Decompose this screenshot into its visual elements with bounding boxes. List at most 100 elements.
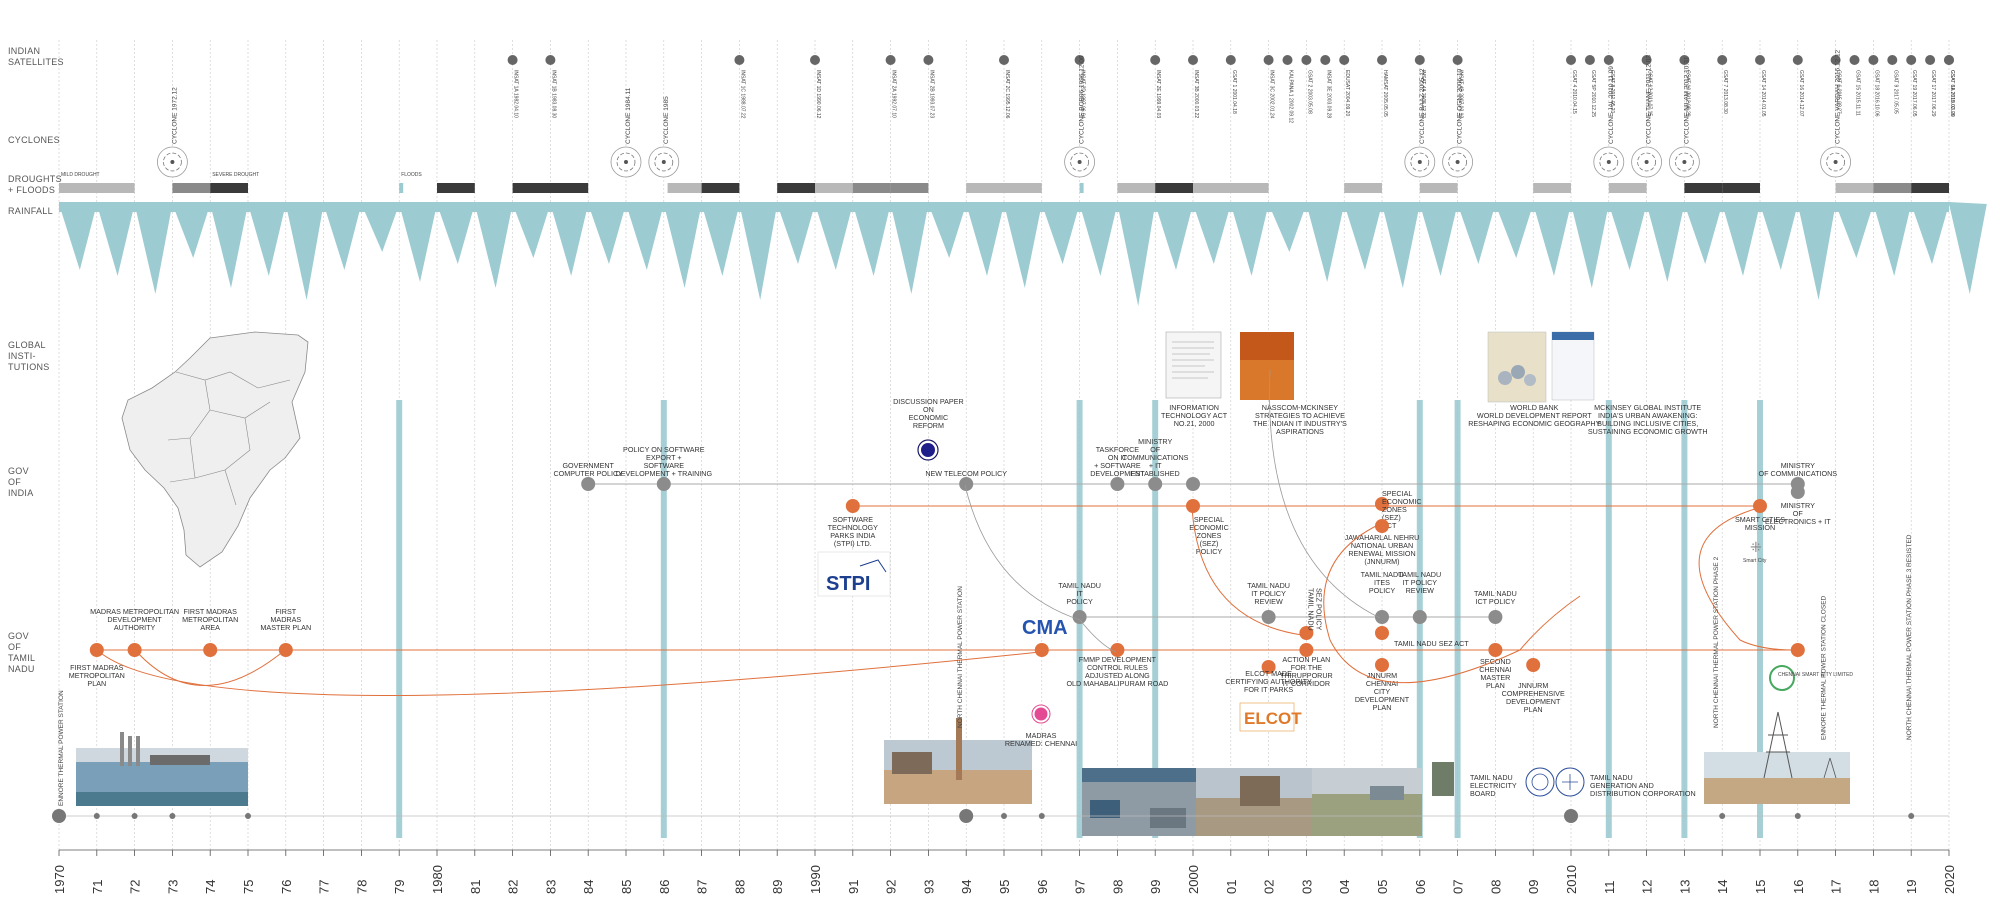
satellite-label: INSAT 2E 1999.04.03: [1155, 70, 1161, 118]
photo-north-chennai-chimney: [884, 718, 1032, 804]
drought-label: MILD DROUGHT: [61, 172, 100, 178]
satellite-dot: [810, 55, 820, 65]
global-item-line: TECHNOLOGY ACT: [1161, 411, 1228, 420]
gotn-event-label: TAMIL NADU: [1306, 588, 1315, 631]
goi-event-label-line: ZONES: [1382, 505, 1407, 514]
satellite-dot: [1301, 55, 1312, 65]
satellite-dot: [999, 55, 1009, 65]
gotn-event-label-line: IT CORRIDOR: [1283, 679, 1330, 688]
gotn-event-label-line: IT POLICY: [1402, 578, 1437, 587]
global-item-line: INDIA'S URBAN AWAKENING:: [1598, 411, 1697, 420]
goi-event-label-line: MINISTRY: [1781, 461, 1815, 470]
goi-event-label-line: MISSION: [1745, 523, 1775, 532]
economic-reform-icon: [917, 439, 939, 461]
gotn-event-dot: [1488, 643, 1503, 657]
cyclone-eye: [1417, 160, 1422, 164]
tangedco-label-line: DISTRIBUTION CORPORATION: [1590, 789, 1696, 798]
satellite-dot: [1849, 55, 1860, 65]
gotn-event-dot: [278, 643, 293, 657]
global-item-line: NO.21, 2000: [1174, 419, 1215, 428]
row-label-goi-line: INDIA: [8, 488, 34, 498]
cyclone-marker: CYCLONE 1984.11: [610, 87, 642, 178]
global-item-line: RESHAPING ECONOMIC GEOGRAPHY: [1468, 419, 1600, 428]
goi-event-label-line: NEW TELECOM POLICY: [925, 469, 1007, 478]
satellite-dot: [1887, 55, 1898, 65]
goi-event-label-line: ACT: [1382, 521, 1397, 530]
tangedco-label-line: GENERATION AND: [1590, 781, 1654, 790]
satellite-label: INSAT 1A 1982.04.10: [513, 70, 519, 118]
satellite-label: INSAT 1C 1988.07.22: [739, 70, 745, 119]
smart-city-icon: ⁜: [1750, 539, 1762, 555]
goi-event-dot: [1790, 485, 1805, 499]
cyclone-label: CYCLONE BOB06 1996.12.06: [1079, 55, 1086, 144]
gotn-event-dot: [203, 643, 218, 657]
gotn-event-label-line: ADJUSTED ALONG: [1085, 671, 1150, 680]
tneb-label-line: ELECTRICITY: [1470, 781, 1517, 790]
drought-bar: [1344, 183, 1382, 193]
satellite-dot: [1414, 55, 1425, 65]
drought-bar: [1608, 183, 1647, 193]
bottom-timeline-dot: [1719, 813, 1726, 819]
satellite-dot: [1603, 55, 1614, 65]
cyclone-marker: CYCLONE JAL 2010.11.09: [1593, 66, 1625, 178]
gotn-event-dot: [1034, 643, 1049, 657]
drought-bar: [1722, 183, 1760, 193]
satellite-label: INSAT 3C 2002.01.24: [1269, 70, 1275, 119]
goi-event-label-line: (SEZ): [1382, 513, 1401, 522]
gotn-event-dot: [1375, 610, 1389, 624]
goi-event-label-line: EXPORT +: [646, 453, 682, 462]
year-label: 96: [1035, 880, 1050, 894]
drought-bar: [777, 183, 815, 193]
satellite-dot: [1150, 55, 1161, 65]
global-item-line: WORLD BANK: [1510, 403, 1559, 412]
nc-phase3-label: NORTH CHENNAI THERMAL POWER STATION PHAS…: [1906, 534, 1913, 740]
gotn-event-label-line: AUTHORITY: [114, 623, 156, 632]
year-label: 17: [1829, 880, 1844, 894]
goi-event-label-line: PARKS INDIA: [830, 531, 875, 540]
satellite-dot: [1282, 55, 1293, 65]
goi-event-dot: [1753, 499, 1767, 513]
goi-event-label-line: OF: [1793, 509, 1804, 518]
year-gridlines: [58, 40, 1950, 850]
goi-event-label-line: ON: [923, 405, 934, 414]
row-label-gotn-line: OF: [8, 642, 21, 652]
photo-transmission-tower: [1704, 711, 1850, 804]
gotn-event-label-line: CONTROL RULES: [1087, 663, 1148, 672]
satellite-dot: [1584, 55, 1595, 65]
year-label: 16: [1791, 880, 1806, 894]
year-label: 85: [619, 880, 634, 894]
year-label: 2020: [1942, 865, 1957, 894]
satellite-markers: INSAT 1A 1982.04.10 INSAT 1B 1983.08.30 IN…: [507, 55, 1955, 123]
gotn-event-dot: [1375, 626, 1389, 640]
photo-old-mahabalipuram-road: [1082, 768, 1196, 836]
satellite-label: EDUSAT 2004.09.20: [1344, 70, 1350, 116]
gotn-event-label-line: PLAN: [1524, 705, 1543, 714]
year-label: 99: [1148, 880, 1163, 894]
drought-bar: [1684, 183, 1723, 193]
gotn-event-label-line: THIRUPPORUR: [1280, 671, 1333, 680]
drought-bar: [667, 183, 702, 193]
goi-event-label-line: ECONOMIC: [1382, 497, 1422, 506]
drought-flood-bars: MILD DROUGHT SEVERE DROUGHT FLOODS: [59, 172, 1949, 193]
satellite-label: INSAT 2D 1997.06.04: [1080, 70, 1086, 119]
gotn-event-label-line: IT: [1076, 589, 1083, 598]
gotn-event-label-line: REVIEW: [1406, 586, 1435, 595]
bottom-timeline-dot: [1794, 813, 1801, 819]
global-item-line: WORLD DEVELOPMENT REPORT: [1477, 411, 1592, 420]
bottom-timeline-dot: [93, 813, 100, 819]
global-item-line: SUSTAINING ECONOMIC GROWTH: [1588, 427, 1708, 436]
gotn-event-label-line: FOR THE: [1291, 663, 1323, 672]
cyclone-eye: [1455, 160, 1460, 164]
tangedco-label-line: TAMIL NADU: [1590, 773, 1633, 782]
satellite-dot: [1377, 55, 1387, 65]
gotn-event-dot: [1110, 643, 1125, 657]
bottom-timeline-dot: [169, 813, 176, 819]
drought-bar: [815, 183, 853, 193]
year-label: 13: [1677, 880, 1692, 894]
year-label: 11: [1602, 881, 1617, 895]
goi-event-label-line: COMMUNICATIONS: [1122, 453, 1189, 462]
cyclone-marker: CYCLONE THANE 2011.12.03: [1631, 55, 1662, 178]
